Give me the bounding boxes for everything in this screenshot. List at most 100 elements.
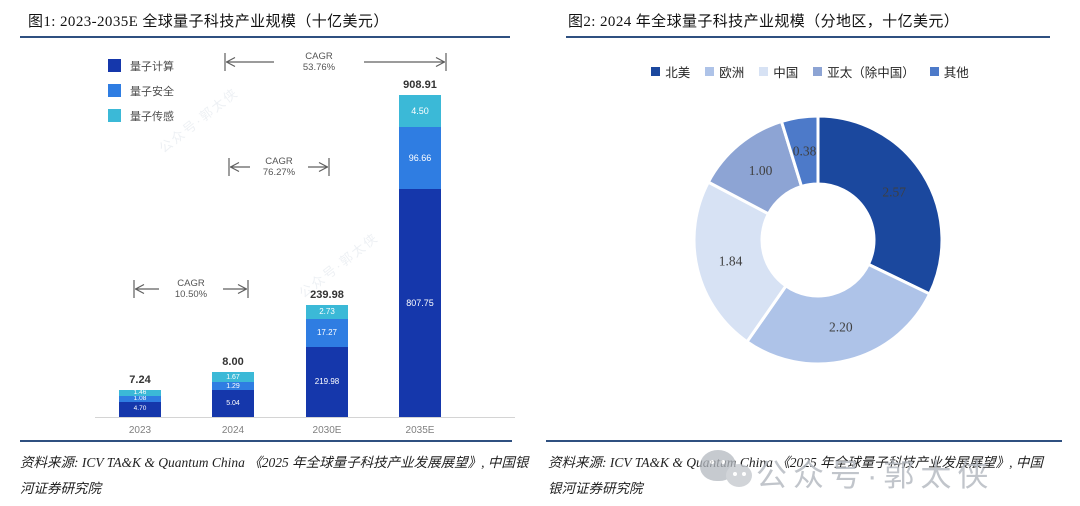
figure1-bar-chart: 公众号·郭太侠 公众号·郭太侠 量子计算 量子安全 量子传感 CAGR 10.50% <box>95 48 515 436</box>
legend-label: 中国 <box>773 66 799 80</box>
dimension-arrow-right-icon <box>308 158 330 176</box>
legend-label: 北美 <box>665 66 691 80</box>
bar-total-label: 8.00 <box>222 356 244 368</box>
figure2-donut-chart: 2.57 2.20 1.84 1.00 0.38 <box>692 114 944 366</box>
bar-segment-量子计算: 4.70 <box>119 402 161 417</box>
legend-item-量子计算: 量子计算 <box>108 53 174 78</box>
segment-value-label: 4.50 <box>411 105 429 116</box>
legend-item-中国: 中国 <box>759 62 798 81</box>
dimension-arrow-right-icon <box>223 280 249 298</box>
segment-value-label: 2.73 <box>319 307 335 316</box>
dimension-arrow-left-icon <box>224 53 274 71</box>
dimension-arrow-left-icon <box>133 280 159 298</box>
legend-item-其他: 其他 <box>929 62 969 81</box>
cagr-annotation-2024-2035E: CAGR 53.76% <box>224 48 447 76</box>
bar-total-label: 908.91 <box>403 79 437 91</box>
legend-swatch <box>929 67 939 76</box>
cagr-label: CAGR <box>177 277 205 289</box>
cagr-annotation-2023-2024: CAGR 10.50% <box>133 275 249 303</box>
bar-segment-量子传感: 1.46 <box>119 390 161 396</box>
segment-value-label: 5.04 <box>226 400 240 407</box>
dimension-arrow-left-icon <box>228 158 250 176</box>
x-axis-label: 2030E <box>312 425 342 436</box>
legend-label: 欧洲 <box>719 66 745 80</box>
donut-slice-其他 <box>779 114 820 189</box>
figure1-title-rule <box>20 36 510 38</box>
donut-value-label: 1.00 <box>749 163 773 178</box>
legend-label: 量子计算 <box>130 60 174 73</box>
cagr-label: CAGR <box>265 155 293 167</box>
segment-value-label: 96.66 <box>408 152 432 163</box>
bar-segment-量子计算: 219.98 <box>306 347 348 417</box>
legend-label: 其他 <box>943 66 969 80</box>
donut-slice-欧洲 <box>744 262 932 366</box>
bar-2035E: 4.50 96.66 807.75 <box>399 95 441 417</box>
bar-segment-量子安全: 96.66 <box>399 127 441 189</box>
legend-item-亚太（除中国）: 亚太（除中国） <box>813 62 915 81</box>
segment-value-label: 1.29 <box>226 382 240 390</box>
donut-value-label: 0.38 <box>793 144 817 159</box>
cagr-text: CAGR 10.50% <box>159 278 223 301</box>
legend-label: 亚太（除中国） <box>827 66 915 80</box>
cagr-value: 53.76% <box>302 62 336 73</box>
bar-segment-量子传感: 2.73 <box>306 305 348 319</box>
dimension-arrow-right-icon <box>364 53 447 71</box>
cagr-value: 76.27% <box>262 167 296 178</box>
figure1-panel: 图1: 2023-2035E 全球量子科技产业规模（十亿美元） 公众号·郭太侠 … <box>20 14 529 496</box>
x-axis-line <box>95 417 515 418</box>
bar-total-label: 7.24 <box>129 374 151 386</box>
legend-item-量子传感: 量子传感 <box>108 103 174 128</box>
legend-swatch <box>108 84 121 97</box>
x-axis-label: 2024 <box>221 425 245 436</box>
x-axis-label: 2023 <box>128 425 152 436</box>
donut-value-label: 1.84 <box>719 254 743 269</box>
legend-swatch <box>108 59 121 72</box>
bar-2030E: 2.73 17.27 219.98 <box>306 305 348 417</box>
bar-total-label: 239.98 <box>310 289 344 301</box>
legend-item-欧洲: 欧洲 <box>705 62 744 81</box>
bar-2023: 1.46 1.08 4.70 <box>119 390 161 417</box>
donut-value-label: 2.57 <box>882 185 906 200</box>
legend-item-量子安全: 量子安全 <box>108 78 174 103</box>
legend-swatch <box>651 67 661 76</box>
bar-segment-量子传感: 4.50 <box>399 95 441 127</box>
x-axis-label: 2035E <box>405 425 435 436</box>
figure1-bottom-rule <box>20 440 512 442</box>
bar-segment-量子计算: 5.04 <box>212 390 254 417</box>
bar-segment-量子计算: 807.75 <box>399 189 441 417</box>
segment-value-label: 1.67 <box>226 373 240 381</box>
figure2-bottom-rule <box>546 440 1062 442</box>
segment-value-label: 17.27 <box>316 328 338 337</box>
figure2-panel: 图2: 2024 年全球量子科技产业规模（分地区，十亿美元） 北美 欧洲 中国 亚太（… <box>540 0 1080 506</box>
segment-value-label: 4.70 <box>133 405 147 413</box>
cagr-text: CAGR 76.27% <box>250 156 308 179</box>
legend-swatch <box>705 67 715 76</box>
legend-label: 量子安全 <box>130 85 174 98</box>
legend-label: 量子传感 <box>130 110 174 123</box>
cagr-annotation-2024-2030E: CAGR 76.27% <box>228 153 330 181</box>
segment-value-label: 807.75 <box>406 297 434 308</box>
segment-value-label: 1.46 <box>133 390 147 396</box>
figure1-title: 图1: 2023-2035E 全球量子科技产业规模（十亿美元） <box>28 14 389 30</box>
bar-segment-量子安全: 1.29 <box>212 382 254 390</box>
cagr-text: CAGR 53.76% <box>274 51 364 74</box>
segment-value-label: 219.98 <box>314 377 340 386</box>
bar-segment-量子安全: 17.27 <box>306 319 348 347</box>
legend-swatch <box>813 67 823 76</box>
legend-item-北美: 北美 <box>651 62 690 81</box>
figure2-legend: 北美 欧洲 中国 亚太（除中国） 其他 <box>550 62 1070 81</box>
legend-swatch <box>759 67 769 76</box>
figure1-legend: 量子计算量子安全量子传感 <box>108 53 174 128</box>
bar-segment-量子安全: 1.08 <box>119 396 161 402</box>
figure2-title-rule <box>566 36 1050 38</box>
donut-slice-北美 <box>816 114 944 296</box>
donut-slice-中国 <box>692 180 789 344</box>
figure2-source: 资料来源: ICV TA&K & Quantum China 《2025 年全球… <box>548 455 1043 496</box>
figure2-title: 图2: 2024 年全球量子科技产业规模（分地区，十亿美元） <box>568 14 960 30</box>
donut-value-label: 2.20 <box>829 320 853 335</box>
cagr-label: CAGR <box>305 50 333 62</box>
bar-2024: 1.67 1.29 5.04 <box>212 372 254 417</box>
figure1-source: 资料来源: ICV TA&K & Quantum China 《2025 年全球… <box>20 455 529 496</box>
segment-value-label: 1.08 <box>133 396 147 402</box>
